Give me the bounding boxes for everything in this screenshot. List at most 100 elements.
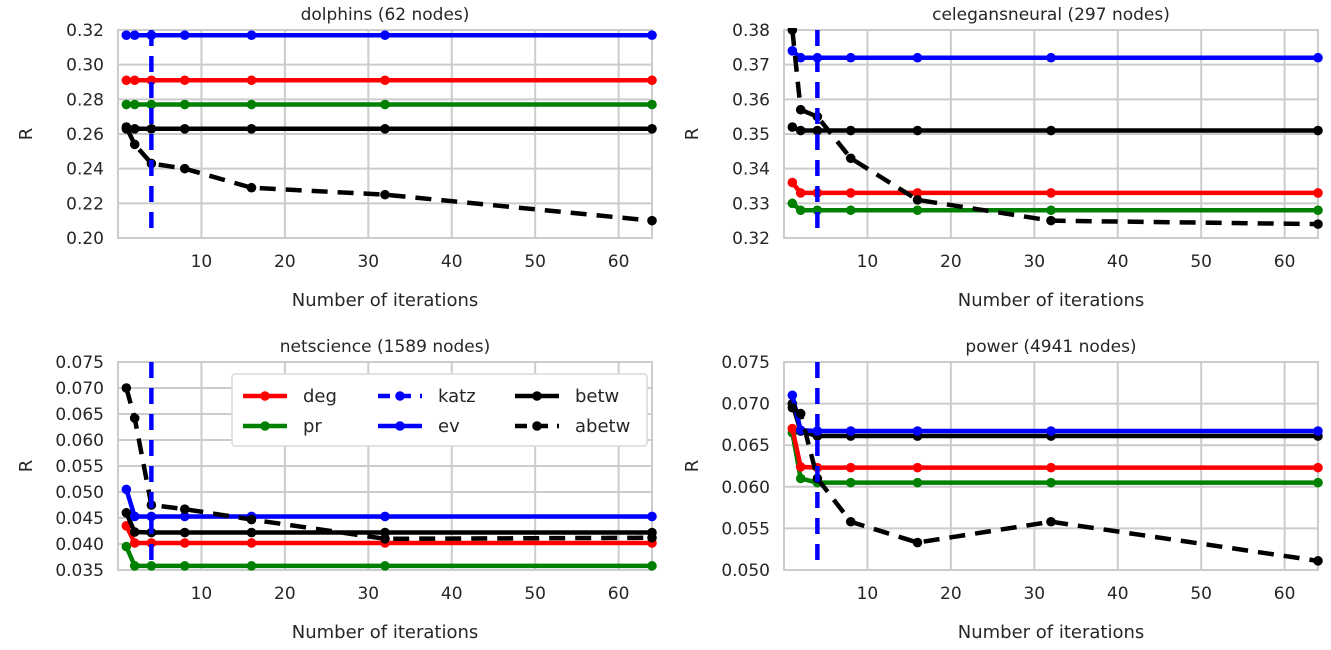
data-point-ev	[121, 484, 132, 495]
y-axis-label: R	[16, 128, 37, 141]
legend-label-deg: deg	[303, 386, 337, 407]
data-point-ev	[146, 511, 157, 522]
data-point-betw	[812, 125, 823, 136]
data-point-ev	[912, 52, 923, 63]
data-point-abetw	[121, 383, 132, 393]
data-point-pr	[380, 99, 390, 110]
x-tick-label: 40	[441, 584, 463, 604]
legend-marker-katz	[395, 391, 405, 401]
x-tick-label: 60	[608, 584, 630, 604]
x-tick-label: 60	[608, 252, 630, 272]
data-point-betw	[1313, 125, 1323, 136]
data-point-ev	[246, 30, 257, 40]
y-tick-label: 0.060	[721, 478, 770, 498]
data-point-deg	[795, 188, 806, 198]
data-point-deg	[912, 462, 923, 473]
data-point-ev	[787, 46, 798, 56]
data-point-betw	[129, 527, 140, 537]
data-point-pr	[787, 198, 798, 209]
data-point-pr	[912, 477, 923, 488]
y-tick-label: 0.22	[66, 194, 104, 214]
y-tick-label: 0.050	[55, 483, 104, 503]
data-point-deg	[795, 462, 806, 472]
panel-title: dolphins (62 nodes)	[301, 5, 470, 25]
legend-label-ev: ev	[438, 416, 460, 437]
data-point-abetw	[912, 195, 923, 205]
data-point-pr	[179, 561, 190, 571]
data-point-ev	[787, 390, 798, 401]
y-tick-label: 0.065	[55, 405, 104, 425]
data-point-betw	[146, 124, 157, 134]
data-point-deg	[845, 462, 856, 473]
y-tick-label: 0.36	[732, 90, 770, 110]
data-point-abetw	[912, 537, 923, 548]
y-tick-label: 0.32	[732, 229, 770, 249]
x-tick-label: 30	[357, 252, 379, 272]
x-tick-label: 40	[1107, 584, 1129, 604]
data-point-abetw	[647, 215, 657, 226]
data-point-abetw	[129, 139, 140, 150]
data-point-pr	[129, 561, 140, 571]
data-point-abetw	[787, 28, 798, 35]
y-tick-label: 0.070	[721, 395, 770, 415]
x-tick-label: 30	[357, 584, 379, 604]
y-tick-label: 0.35	[732, 125, 770, 145]
data-point-pr	[812, 205, 823, 216]
legend-marker-pr	[260, 421, 270, 431]
data-point-pr	[246, 99, 257, 110]
data-point-abetw	[129, 413, 140, 423]
legend-label-betw: betw	[575, 386, 619, 407]
y-tick-label: 0.070	[55, 379, 104, 399]
data-point-betw	[380, 124, 390, 134]
x-tick-label: 10	[857, 584, 879, 604]
y-tick-label: 0.075	[721, 353, 770, 373]
y-tick-label: 0.050	[721, 561, 770, 581]
data-point-abetw	[179, 504, 190, 514]
plot-area	[121, 30, 657, 238]
data-point-pr	[1313, 205, 1323, 216]
y-axis-label: R	[682, 460, 703, 473]
data-point-ev	[129, 30, 140, 40]
legend-marker-deg	[260, 391, 270, 401]
data-point-pr	[129, 99, 140, 110]
series-line-ev	[790, 394, 1318, 434]
data-point-ev	[129, 511, 140, 522]
x-tick-label: 50	[524, 584, 546, 604]
x-axis-label: Number of iterations	[292, 290, 479, 311]
data-point-deg	[647, 75, 657, 86]
data-point-ev	[647, 511, 657, 522]
data-point-pr	[146, 99, 157, 110]
x-tick-label: 20	[940, 252, 962, 272]
data-point-deg	[146, 75, 157, 86]
data-point-pr	[146, 561, 157, 571]
data-point-pr	[795, 473, 806, 484]
y-tick-label: 0.32	[66, 21, 104, 41]
data-point-deg	[179, 75, 190, 86]
x-tick-label: 20	[274, 584, 296, 604]
y-tick-label: 0.055	[55, 457, 104, 477]
data-point-pr	[795, 205, 806, 216]
y-tick-label: 0.060	[55, 431, 104, 451]
data-point-ev	[1046, 52, 1056, 63]
data-point-deg	[787, 177, 798, 188]
panel-title: netscience (1589 nodes)	[280, 337, 490, 357]
x-axis-label: Number of iterations	[292, 622, 479, 643]
legend: deg pr katz ev betw abetw	[231, 373, 648, 447]
x-tick-label: 10	[191, 584, 213, 604]
data-point-abetw	[845, 153, 856, 164]
data-point-betw	[1046, 125, 1056, 136]
data-point-abetw	[246, 514, 257, 525]
legend-marker-betw	[532, 391, 542, 401]
data-point-betw	[179, 527, 190, 538]
chart-panel-1: 0.20 0.22 0.24 0.26 0.28 0.30 0.32 10 20 30 40 50 60…	[16, 5, 657, 311]
data-point-abetw	[787, 402, 798, 413]
plot-area	[787, 28, 1323, 238]
y-tick-label: 0.26	[66, 125, 104, 145]
x-tick-label: 40	[441, 252, 463, 272]
data-point-betw	[129, 124, 140, 134]
data-point-deg	[179, 538, 190, 548]
data-point-pr	[1046, 477, 1056, 488]
data-point-betw	[912, 125, 923, 136]
data-point-betw	[647, 124, 657, 134]
